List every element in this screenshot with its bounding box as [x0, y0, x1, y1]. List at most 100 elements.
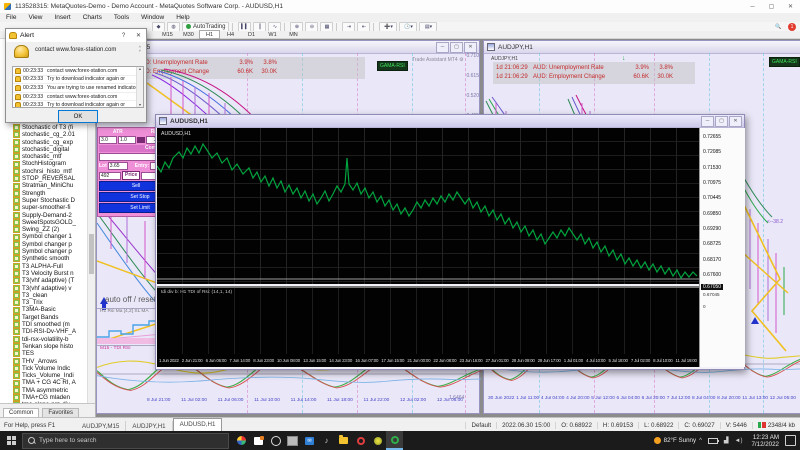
- auto-scroll-icon[interactable]: ⇥: [342, 21, 356, 32]
- child-maximize-button[interactable]: ▢: [715, 115, 728, 127]
- list-item[interactable]: stochastic_cg_2.01: [0, 131, 88, 139]
- list-item[interactable]: Ticks_Volume_Indi: [0, 372, 88, 380]
- list-item[interactable]: Symbol changer 1: [0, 233, 88, 241]
- list-item[interactable]: T3(vhf adaptive) v: [0, 285, 88, 292]
- battery-icon[interactable]: [707, 437, 719, 444]
- list-item[interactable]: SweetSpotsGOLD_: [0, 219, 88, 226]
- list-item[interactable]: stochastic_cg_exp: [0, 139, 88, 146]
- tab-common[interactable]: Common: [3, 408, 40, 417]
- start-button[interactable]: [0, 436, 22, 445]
- list-item[interactable]: THV_Arrows: [0, 358, 88, 365]
- close-button[interactable]: ✕: [135, 33, 142, 39]
- alert-row[interactable]: 00:23:33 You are trying to use renamed i…: [13, 84, 143, 93]
- sl-input[interactable]: 492: [99, 171, 121, 180]
- navigator-scrollbar[interactable]: [87, 124, 95, 404]
- menu-item[interactable]: Tools: [113, 14, 130, 21]
- list-item[interactable]: stochrsi_histo_mtf: [0, 168, 88, 175]
- templates-dropdown-icon[interactable]: ▤▾: [419, 21, 438, 32]
- mail-app-icon[interactable]: [250, 431, 267, 450]
- chart-tab[interactable]: AUDUSD,H1: [172, 418, 223, 432]
- notification-center-icon[interactable]: [785, 435, 796, 446]
- child-minimize-button[interactable]: ─: [701, 115, 714, 127]
- chart-tab[interactable]: AUDJPY,H1: [126, 421, 173, 432]
- list-item[interactable]: Strength: [0, 190, 88, 197]
- mail2-app-icon[interactable]: ✉: [301, 431, 318, 450]
- menu-item[interactable]: Window: [141, 14, 165, 21]
- chart-shift-icon[interactable]: ⇤: [357, 21, 371, 32]
- active-app-icon[interactable]: [386, 431, 403, 450]
- minus-button[interactable]: [137, 137, 145, 143]
- ok-button[interactable]: OK: [58, 110, 98, 123]
- list-item[interactable]: Tenkan slope histo: [0, 343, 88, 351]
- opera-icon[interactable]: [352, 431, 369, 450]
- list-item[interactable]: tdi-rsx-volatility-b: [0, 336, 88, 343]
- list-item[interactable]: Supply-Demand-2: [0, 212, 88, 219]
- tray-chevron-icon[interactable]: ^: [699, 437, 702, 444]
- list-item[interactable]: Tick Volume Indic: [0, 365, 88, 372]
- list-item[interactable]: TDI smoothed (m: [0, 321, 88, 329]
- list-item[interactable]: T3(vhf adaptive) (T: [0, 277, 88, 285]
- tdi-sub-chart[interactable]: tdi div b: H1 TDI of Rsi: (14,1, 14): [157, 286, 699, 356]
- browser-icon[interactable]: [233, 431, 250, 450]
- child-window-titlebar[interactable]: AUDJPY,M15 ─ ▢ ✕: [97, 41, 479, 54]
- menu-item[interactable]: View: [28, 14, 43, 21]
- notification-badge[interactable]: 1: [788, 22, 796, 31]
- speaker-icon[interactable]: ◄): [734, 437, 743, 444]
- menu-item[interactable]: Charts: [82, 14, 102, 21]
- rsl-input[interactable]: 1.0: [118, 136, 136, 144]
- media-app-icon[interactable]: [284, 431, 301, 450]
- child-maximize-button[interactable]: ▢: [450, 41, 463, 53]
- list-item[interactable]: TMA+CG mladen: [0, 394, 88, 402]
- alert-row[interactable]: 00:23:33 contact www.forex-station.com: [13, 67, 143, 76]
- list-item[interactable]: stochastic_digital: [0, 146, 88, 154]
- taskbar-clock[interactable]: 12:23 AM 7/12/2022: [751, 433, 779, 448]
- list-item[interactable]: STOP_REVERSAL: [0, 175, 88, 183]
- alert-scrollbar[interactable]: ▲ ▼: [136, 67, 143, 107]
- periods-dropdown-icon[interactable]: 🕓▾: [399, 21, 418, 32]
- menu-item[interactable]: Help: [176, 14, 190, 21]
- list-item[interactable]: StochHistogram: [0, 160, 88, 168]
- main-price-chart[interactable]: AUDUSD,H1: [157, 128, 699, 284]
- music-app-icon[interactable]: ♪: [324, 436, 329, 445]
- alert-row[interactable]: 00:23:33 Try to download indicator again…: [13, 76, 143, 85]
- network-icon[interactable]: ▟: [723, 438, 729, 444]
- search-icon[interactable]: 🔍: [775, 23, 782, 30]
- gama-rsi-badge[interactable]: GAMA-RSI: [377, 61, 408, 71]
- alert-row[interactable]: 00:23:33 contact www.forex-station.com: [13, 93, 143, 102]
- list-item[interactable]: Symbol changer p: [0, 248, 88, 256]
- lot-input[interactable]: 3.65: [107, 162, 128, 170]
- spin-up-icon[interactable]: ˄: [138, 44, 141, 49]
- timeframe-button[interactable]: M30: [183, 31, 194, 38]
- menu-item[interactable]: File: [6, 14, 17, 21]
- taskbar-search[interactable]: Type here to search: [22, 432, 229, 449]
- gama-rsi-badge[interactable]: GAMA-RSI: [769, 57, 800, 67]
- timeframe-button[interactable]: M15: [162, 31, 173, 38]
- tile-windows-icon[interactable]: ▦: [320, 21, 334, 32]
- close-button[interactable]: ✕: [787, 4, 794, 10]
- profile-name[interactable]: Default: [465, 421, 496, 429]
- child-window-titlebar[interactable]: AUDJPY,H1: [484, 41, 800, 54]
- list-item[interactable]: Swing_ZZ (2): [0, 226, 88, 234]
- list-item[interactable]: TMA + CG 4C RI, A: [0, 379, 88, 387]
- list-item[interactable]: Synthetic smooth: [0, 255, 88, 263]
- file-explorer-icon[interactable]: [335, 431, 352, 450]
- chart-tab[interactable]: AUDJPY,M15: [76, 421, 127, 432]
- child-close-button[interactable]: ✕: [464, 41, 477, 53]
- child-minimize-button[interactable]: ─: [436, 41, 449, 53]
- list-item[interactable]: Super Stochastic D: [0, 197, 88, 205]
- menu-item[interactable]: Insert: [54, 14, 71, 21]
- list-item[interactable]: super-smoother-fi: [0, 204, 88, 212]
- timeframe-button[interactable]: H4: [226, 31, 235, 38]
- list-item[interactable]: TDI-RSI-Dv-VHF_A: [0, 328, 88, 336]
- spin-down-icon[interactable]: ˅: [138, 48, 141, 53]
- weather-icon[interactable]: [653, 437, 661, 444]
- price-scale[interactable]: 0.72655 0.72085 0.71530 0.70975 0.70445 0.698…: [699, 128, 745, 367]
- list-item[interactable]: tma-slope-nrp-div: [0, 401, 88, 404]
- list-item[interactable]: Stochastic of T3 (fi: [0, 124, 88, 132]
- list-item[interactable]: Symbol changer p: [0, 241, 88, 248]
- timeframe-button[interactable]: D1: [247, 31, 256, 38]
- alert-titlebar[interactable]: Alert ? ✕: [6, 29, 146, 42]
- alert-dialog[interactable]: Alert ? ✕ contact www.forex-station.com …: [5, 28, 147, 123]
- tab-favorites[interactable]: Favorites: [42, 408, 80, 417]
- child-window-titlebar[interactable]: AUDUSD,H1 ─ ▢ ✕: [156, 115, 744, 128]
